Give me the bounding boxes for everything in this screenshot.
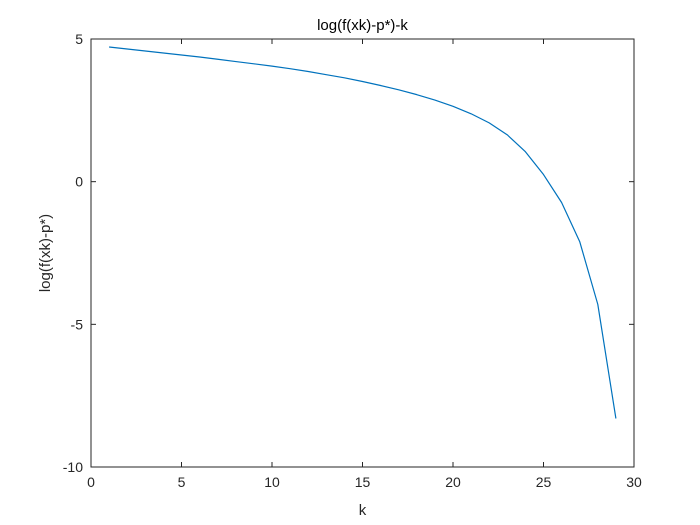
x-tick-label: 25 xyxy=(536,474,552,490)
series-group xyxy=(109,46,617,419)
y-axis-label: log(f(xk)-p*) xyxy=(37,214,54,292)
x-tick-label: 10 xyxy=(264,474,280,490)
x-tick-label: 5 xyxy=(178,474,186,490)
axis-ticks xyxy=(90,38,635,468)
series-line xyxy=(109,46,617,419)
x-tick-label: 20 xyxy=(445,474,461,490)
x-tick-label: 30 xyxy=(626,474,642,490)
x-axis-label: k xyxy=(359,502,367,519)
y-tick-label: 0 xyxy=(75,174,83,190)
y-tick-label: -10 xyxy=(63,459,83,475)
tick-labels: 0 5 10 15 20 25 30 -10 -5 0 5 xyxy=(63,31,642,490)
y-tick-label: -5 xyxy=(71,316,84,332)
x-tick-label: 0 xyxy=(87,474,95,490)
x-tick-label: 15 xyxy=(355,474,371,490)
chart-title: log(f(xk)-p*)-k xyxy=(317,17,408,34)
y-tick-label: 5 xyxy=(75,31,83,47)
plot-area xyxy=(90,38,635,468)
